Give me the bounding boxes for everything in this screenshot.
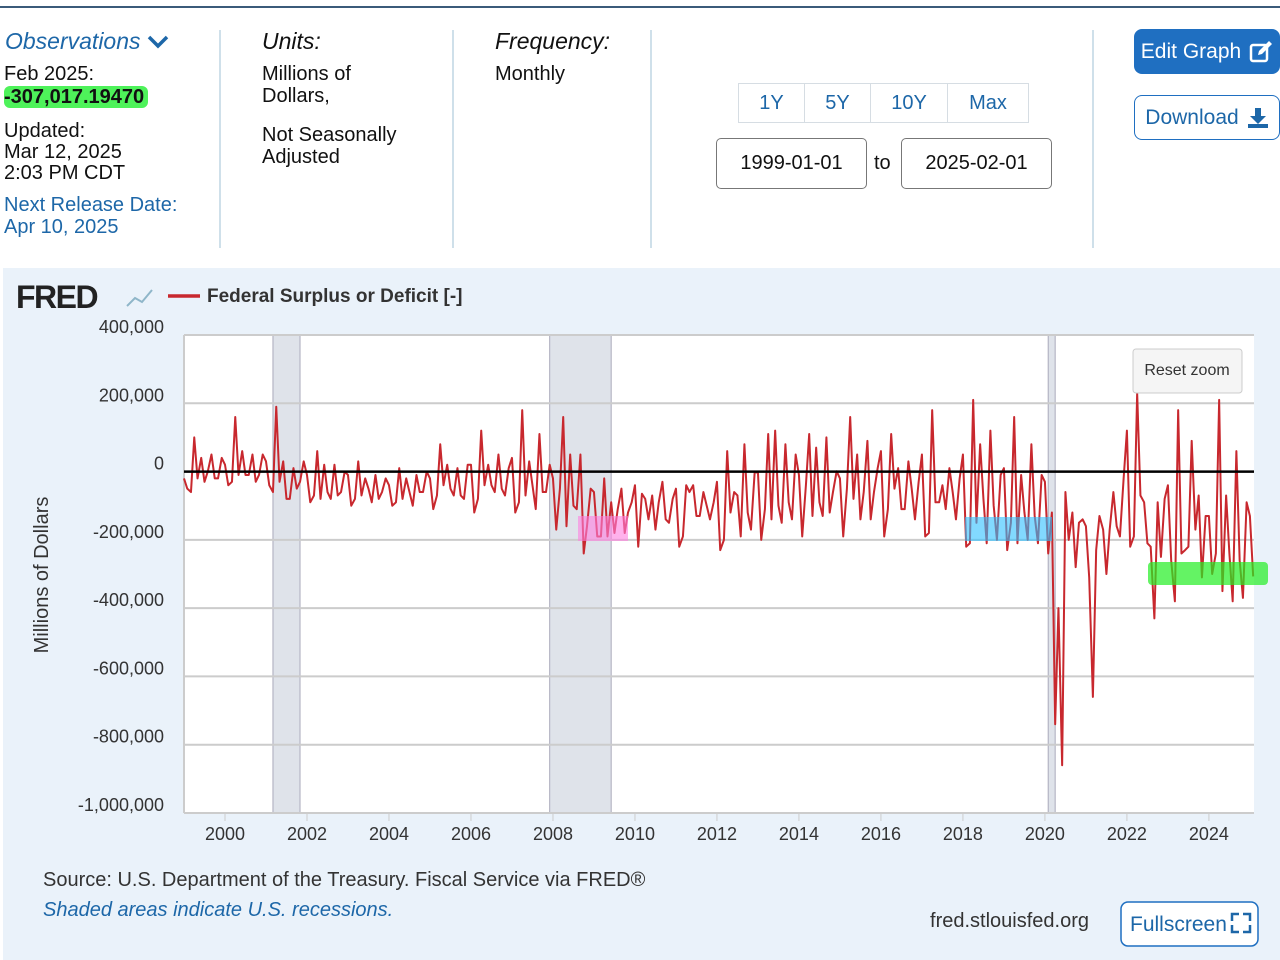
reset-zoom-label: Reset zoom (1144, 362, 1229, 379)
to-label: to (874, 152, 891, 174)
y-tick-label: 400,000 (99, 317, 164, 337)
x-tick-label: 2002 (287, 824, 327, 844)
edit-graph-button[interactable]: Edit Graph (1134, 29, 1280, 74)
data-line (183, 392, 1255, 767)
recession-band (549, 334, 612, 814)
x-tick-label: 2020 (1025, 824, 1065, 844)
source-text: Source: U.S. Department of the Treasury.… (43, 869, 646, 891)
download-label: Download (1145, 105, 1239, 129)
y-tick-label: 0 (154, 454, 164, 474)
x-tick-label: 2018 (943, 824, 983, 844)
y-tick-label: -1,000,000 (78, 795, 164, 815)
x-tick-label: 2024 (1189, 824, 1229, 844)
top-rule (0, 6, 1280, 8)
chart: FRED Federal Surplus or Deficit [-] Mill… (16, 279, 1268, 947)
obs-date: Feb 2025: (4, 63, 95, 85)
edit-icon (1249, 40, 1273, 62)
highlight-pink (578, 516, 628, 541)
download-icon (1247, 107, 1268, 128)
updated-date: Mar 12, 2025 (4, 141, 122, 163)
recession-note[interactable]: Shaded areas indicate U.S. recessions. (43, 899, 393, 921)
range-button[interactable]: 10Y (870, 83, 948, 123)
divider (219, 30, 221, 248)
reset-zoom-button[interactable] (1132, 348, 1243, 394)
range-button[interactable]: 5Y (804, 83, 871, 123)
y-tick-label: -400,000 (93, 590, 164, 610)
y-tick-label: -200,000 (93, 522, 164, 542)
y-tick-label: 200,000 (99, 385, 164, 405)
range-button[interactable]: Max (947, 83, 1029, 123)
chevron-icon (147, 35, 169, 49)
plot-area (184, 335, 1254, 813)
x-tick-label: 2012 (697, 824, 737, 844)
units-title: Units: (262, 28, 321, 54)
divider (1092, 30, 1094, 248)
x-tick-label: 2008 (533, 824, 573, 844)
y-tick-label: -800,000 (93, 727, 164, 747)
observations-toggle[interactable]: Observations (5, 28, 169, 55)
units-line1: Millions of Dollars, (262, 63, 351, 107)
legend-label: Federal Surplus or Deficit [-] (207, 286, 462, 307)
updated-label: Updated: (4, 120, 86, 142)
start-date-input[interactable]: 1999-01-01 (716, 138, 867, 189)
fullscreen-button[interactable] (1120, 901, 1259, 947)
x-tick-label: 2006 (451, 824, 491, 844)
x-tick-label: 2016 (861, 824, 901, 844)
x-tick-label: 2004 (369, 824, 409, 844)
divider (452, 30, 454, 248)
logo-graph-icon (126, 289, 153, 307)
download-button[interactable]: Download (1134, 95, 1280, 140)
range-button[interactable]: 1Y (738, 83, 805, 123)
highlight-blue (965, 517, 1052, 541)
updated-time: 2:03 PM CDT (4, 162, 126, 184)
observations-title: Observations (5, 28, 141, 54)
x-tick-label: 2014 (779, 824, 819, 844)
edit-graph-label: Edit Graph (1140, 39, 1242, 63)
fullscreen-label: Fullscreen (1130, 913, 1227, 936)
site-url: fred.stlouisfed.org (930, 910, 1089, 932)
fullscreen-icon (1230, 912, 1252, 934)
fred-logo: FRED (16, 279, 98, 315)
units-line2: Not Seasonally Adjusted (262, 124, 397, 168)
frequency-title: Frequency: (495, 28, 611, 54)
end-date-input[interactable]: 2025-02-01 (901, 138, 1052, 189)
x-tick-label: 2010 (615, 824, 655, 844)
y-axis-label: Millions of Dollars (31, 497, 53, 654)
x-tick-label: 2000 (205, 824, 245, 844)
frequency-value: Monthly (495, 63, 566, 85)
recession-band (1047, 334, 1056, 814)
x-tick-label: 2022 (1107, 824, 1147, 844)
y-tick-label: -600,000 (93, 658, 164, 678)
next-release[interactable]: Next Release Date: Apr 10, 2025 (4, 194, 178, 238)
highlight-green (1148, 562, 1268, 585)
divider (650, 30, 652, 248)
obs-value: -307,017.19470 (4, 86, 149, 108)
